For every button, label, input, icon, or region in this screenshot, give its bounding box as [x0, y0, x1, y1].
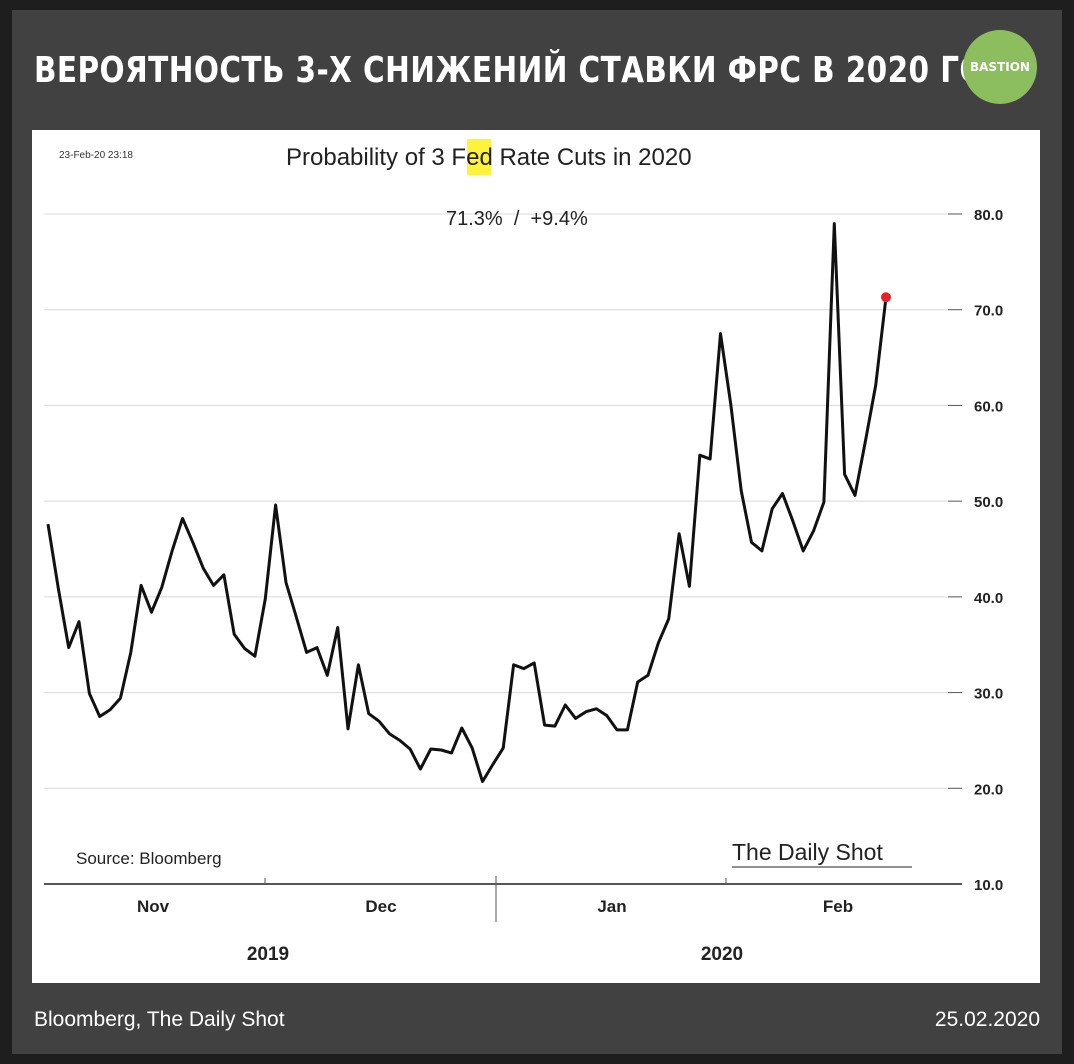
source-label: Source: Bloomberg — [76, 849, 222, 868]
x-month-label: Feb — [823, 897, 853, 916]
y-tick-label: 70.0 — [974, 303, 1003, 320]
x-month-label: Nov — [137, 897, 170, 916]
chart-title: Probability of 3 Fed Rate Cuts in 2020 — [286, 139, 692, 175]
page-title: ВЕРОЯТНОСТЬ 3-Х СНИЖЕНИЙ СТАВКИ ФРС В 20… — [34, 50, 1035, 91]
series-line — [46, 222, 888, 784]
title-highlight — [467, 139, 491, 175]
footer-date: 25.02.2020 — [934, 1008, 1040, 1031]
svg-text:Probability of 3 Fed Rate Cuts: Probability of 3 Fed Rate Cuts in 2020 — [286, 144, 692, 171]
grid-lines — [44, 213, 948, 789]
brand-label: The Daily Shot — [732, 839, 912, 868]
x-month-label: Jan — [597, 897, 626, 916]
y-tick-label: 40.0 — [974, 590, 1003, 607]
x-month-label: Dec — [365, 897, 396, 916]
last-point-marker — [881, 292, 891, 303]
y-tick-label: 10.0 — [974, 877, 1003, 894]
x-year-label: 2019 — [247, 944, 289, 965]
brand-text: The Daily Shot — [732, 839, 883, 865]
x-year-label: 2020 — [701, 944, 743, 965]
y-tick-label: 50.0 — [974, 494, 1003, 511]
title-prefix: Probability of — [286, 144, 431, 171]
title-highlight-text: 3 — [431, 144, 444, 171]
title-suffix: Fed Rate Cuts in 2020 — [445, 144, 692, 171]
x-axis: Nov Dec Jan Feb 2019 2020 — [44, 876, 962, 965]
y-tick-label: 80.0 — [974, 207, 1003, 224]
y-tick-label: 60.0 — [974, 398, 1003, 415]
footer-source: Bloomberg, The Daily Shot — [34, 1008, 285, 1031]
y-tick-label: 30.0 — [974, 686, 1003, 703]
line-chart: 10.0 20.0 30.0 40.0 50.0 60.0 70.0 80.0 Nov Dec J… — [44, 139, 1003, 965]
bastion-logo: BASTION — [963, 30, 1037, 104]
chart-panel: 10.0 20.0 30.0 40.0 50.0 60.0 70.0 80.0 Nov Dec J… — [32, 130, 1040, 983]
last-value-label: 71.3% / +9.4% — [446, 208, 588, 230]
y-tick-label: 20.0 — [974, 781, 1003, 798]
timestamp-label: 23-Feb-20 23:18 — [59, 150, 133, 161]
y-axis: 10.0 20.0 30.0 40.0 50.0 60.0 70.0 80.0 — [948, 207, 1003, 894]
